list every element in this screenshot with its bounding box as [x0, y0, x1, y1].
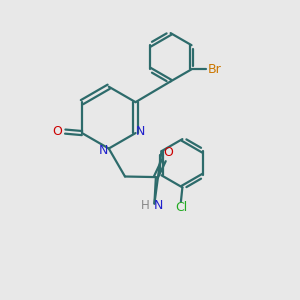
Text: Cl: Cl: [175, 201, 187, 214]
Text: O: O: [52, 125, 62, 138]
Text: N: N: [153, 199, 163, 212]
Text: Br: Br: [207, 63, 221, 76]
Text: H: H: [141, 199, 150, 212]
Text: N: N: [99, 144, 108, 157]
Text: O: O: [164, 146, 173, 159]
Text: N: N: [136, 125, 146, 138]
